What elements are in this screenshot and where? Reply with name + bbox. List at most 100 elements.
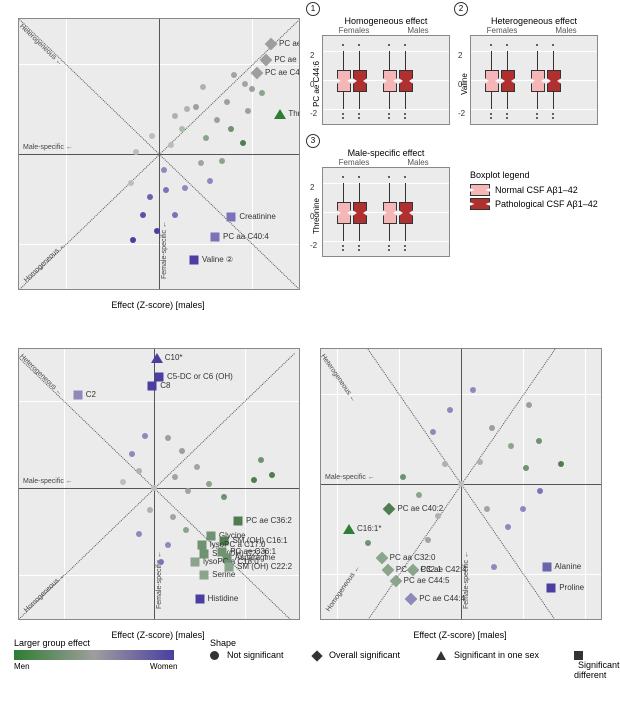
point-label: PC aa C32:0 (390, 553, 436, 562)
data-point (425, 537, 431, 543)
data-point (430, 429, 436, 435)
data-point (491, 564, 497, 570)
triangle-icon (436, 651, 446, 660)
point-label: PC aa C40:4 (223, 232, 269, 241)
square-icon (574, 651, 583, 660)
x-axis-label: Effect (Z-score) [males] (320, 630, 600, 707)
data-point (182, 185, 188, 191)
data-point (228, 126, 234, 132)
data-point (147, 194, 153, 200)
data-point (140, 212, 146, 218)
point-label: PC ae C44:5 (404, 576, 450, 585)
data-point (274, 109, 286, 119)
data-point (400, 474, 406, 480)
point-label: Valine ② (202, 255, 233, 264)
point-label: PC ae C44:4 (419, 594, 465, 603)
data-point (526, 402, 532, 408)
data-point (163, 187, 169, 193)
data-point (179, 126, 185, 132)
data-point (245, 108, 251, 114)
data-point (265, 37, 278, 50)
data-point (558, 461, 564, 467)
data-point (133, 149, 139, 155)
data-point (128, 180, 134, 186)
data-point (193, 104, 199, 110)
boxplot-y-label: Threonine (312, 198, 321, 234)
data-point (172, 212, 178, 218)
data-point (470, 387, 476, 393)
data-point (383, 502, 396, 515)
shape-legend-item: Not significant (210, 650, 284, 660)
data-point (536, 438, 542, 444)
boxplot-number-icon: 2 (454, 2, 468, 16)
data-point (542, 563, 551, 572)
point-label: PC ae C44:6 ① (279, 39, 300, 48)
data-point (149, 133, 155, 139)
data-point (219, 158, 225, 164)
legend-swatch (470, 198, 490, 210)
data-point (537, 488, 543, 494)
shape-legend-item: Significant in one sex (436, 650, 539, 660)
data-point (405, 592, 418, 605)
data-point (172, 113, 178, 119)
data-point (458, 481, 464, 487)
boxplot-heterogeneous: 2Heterogeneous effectFemalesMales-202Val… (470, 16, 598, 125)
boxplot-number-icon: 3 (306, 134, 320, 148)
data-point (203, 135, 209, 141)
data-point (259, 90, 265, 96)
data-point (224, 99, 230, 105)
point-label: C16:1* (357, 524, 381, 533)
data-point (168, 142, 174, 148)
data-point (442, 461, 448, 467)
data-point (211, 233, 220, 242)
gradient-bar (14, 650, 174, 660)
scatter-panel-n: N: FDG-PET-4-2024-202Heterogeneous ←Homo… (320, 348, 602, 620)
data-point (447, 407, 453, 413)
point-label: PC ae C42:4 (421, 565, 467, 574)
data-point (520, 506, 526, 512)
point-label: Proline (559, 583, 584, 592)
data-point (227, 213, 236, 222)
data-point (484, 506, 490, 512)
boxplot-number-icon: 1 (306, 2, 320, 16)
data-point (154, 228, 160, 234)
data-point (190, 255, 199, 264)
data-point (505, 524, 511, 530)
data-point (365, 540, 371, 546)
shape-legend-item: Significantly different (574, 650, 620, 680)
point-label: Alanine (555, 562, 582, 571)
data-point (200, 84, 206, 90)
data-point (508, 443, 514, 449)
boxplot-y-label: PC ae C44:6 (312, 61, 321, 107)
data-point (161, 167, 167, 173)
shape-legend-item: Overall significant (313, 650, 400, 660)
data-point (214, 117, 220, 123)
data-point (198, 160, 204, 166)
point-label: PC ae C40:2 (397, 504, 443, 513)
scatter-panel-a: A: Pathological Aβ1–42-202-202Heterogene… (18, 18, 300, 290)
point-label: Threonine ③ (288, 109, 300, 118)
data-point (207, 178, 213, 184)
data-point (343, 524, 355, 534)
point-label: Creatinine (239, 212, 275, 221)
boxplot-male-specific: 3Male-specific effectFemalesMales-202Thr… (322, 148, 450, 257)
boxplot-y-label: Valine (460, 73, 469, 95)
data-point (523, 465, 529, 471)
data-point (242, 81, 248, 87)
data-point (231, 72, 237, 78)
data-point (416, 492, 422, 498)
data-point (435, 513, 441, 519)
circle-icon (210, 651, 219, 660)
data-point (547, 583, 556, 592)
data-point (240, 140, 246, 146)
point-label: PC ae C44:4 (274, 55, 300, 64)
point-label: PC ae C44:5 (265, 68, 300, 77)
data-point (477, 459, 483, 465)
data-point (249, 86, 255, 92)
data-point (489, 425, 495, 431)
boxplot-legend: Boxplot legendNormal CSF Aβ1–42Pathologi… (470, 170, 610, 212)
data-point (130, 237, 136, 243)
data-point (184, 106, 190, 112)
data-point (375, 552, 388, 565)
legend-swatch (470, 184, 490, 196)
